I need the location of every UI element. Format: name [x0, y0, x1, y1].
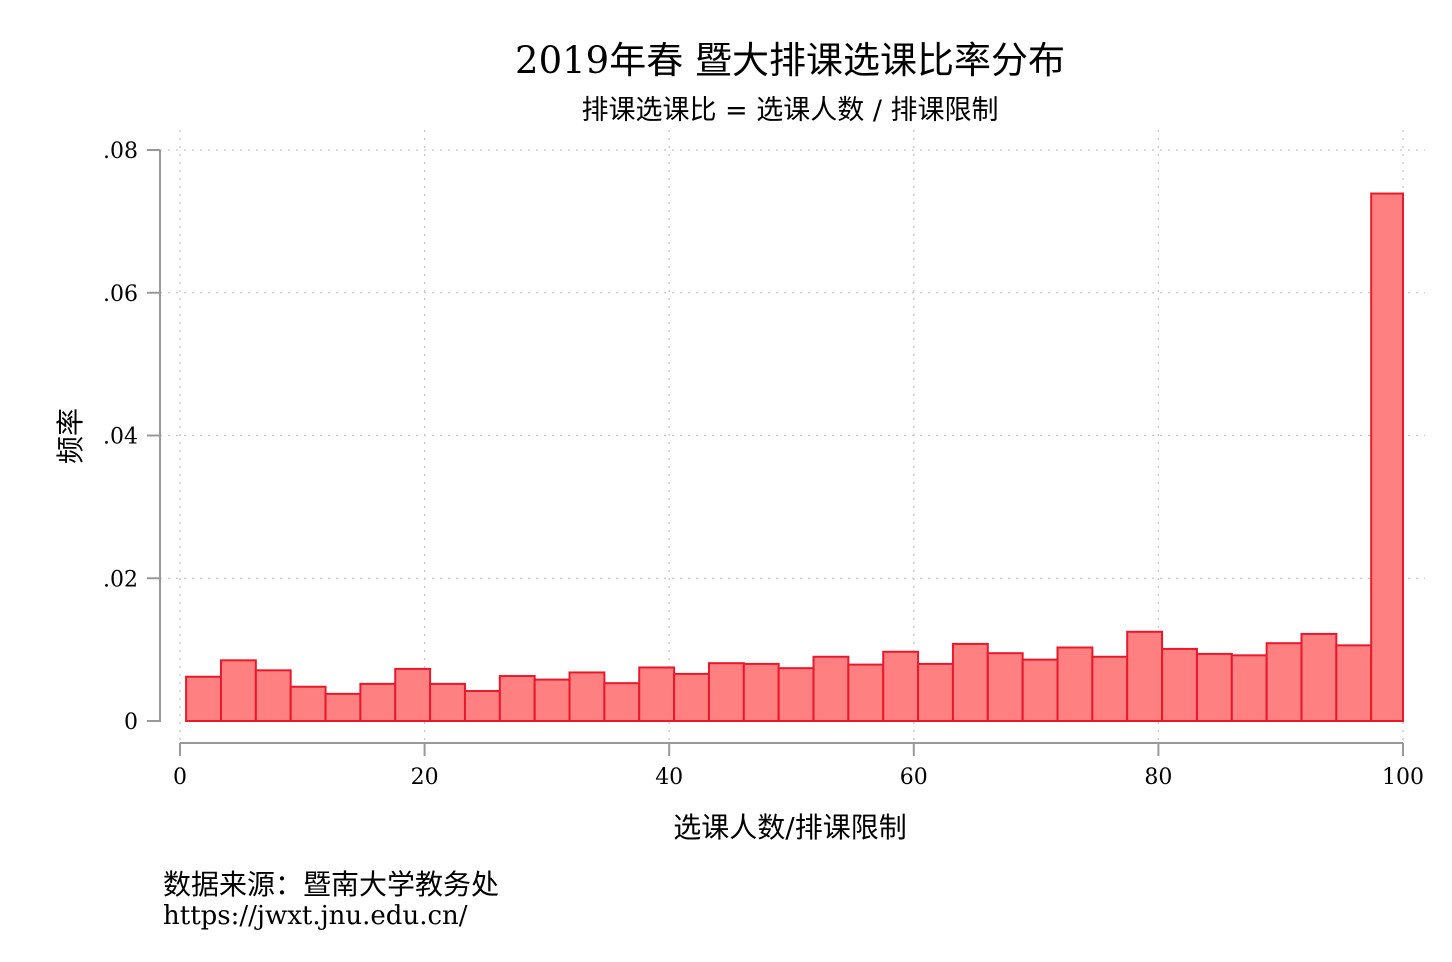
histogram-bar — [1021, 658, 1059, 722]
histogram-bar — [219, 659, 257, 722]
histogram-bar — [533, 678, 571, 722]
histogram-bar — [1300, 632, 1338, 722]
y-tick-label: .08 — [103, 139, 138, 164]
y-tick-label: .02 — [103, 567, 138, 592]
histogram-bar — [568, 671, 606, 723]
histogram-bar — [1195, 652, 1233, 722]
bars — [185, 192, 1405, 723]
y-tick-label: .04 — [103, 425, 138, 450]
x-tick-label: 60 — [900, 765, 928, 790]
histogram-bar — [847, 663, 885, 723]
grid-lines — [160, 130, 1425, 742]
histogram-bar — [1091, 655, 1129, 723]
histogram-bar — [1265, 642, 1303, 722]
y-tick-label: .06 — [103, 282, 138, 307]
histogram-bar — [463, 690, 501, 723]
histogram-bar — [1335, 644, 1373, 723]
histogram-bar — [951, 642, 989, 722]
histogram-bar — [986, 652, 1024, 722]
histogram-bar — [324, 692, 362, 723]
x-axis-label: 选课人数/排课限制 — [673, 811, 906, 844]
x-tick-label: 40 — [655, 765, 683, 790]
histogram-bar — [742, 662, 780, 723]
chart-subtitle: 排课选课比 = 选课人数 / 排课限制 — [581, 95, 998, 126]
histogram-bar — [812, 655, 850, 723]
histogram-bar — [429, 682, 466, 723]
y-tick-label: 0 — [124, 710, 138, 735]
source-label: 数据来源：暨南大学教务处 — [163, 868, 499, 901]
histogram-bar — [673, 672, 710, 723]
x-tick-label: 80 — [1144, 765, 1172, 790]
histogram-bar — [1056, 646, 1094, 723]
histogram-bar — [882, 650, 920, 722]
y-axis-label: 频率 — [54, 408, 87, 464]
histogram-bar — [777, 667, 815, 722]
histogram-bar — [359, 682, 397, 723]
histogram-bar — [1161, 647, 1198, 723]
histogram-bar — [917, 662, 954, 723]
histogram-bar — [498, 675, 536, 723]
histogram-bar — [603, 682, 641, 723]
histogram-bar — [638, 666, 676, 722]
histogram-bar — [289, 685, 327, 722]
histogram-bar — [1126, 630, 1164, 722]
histogram-bar — [394, 667, 432, 722]
histogram-bar — [707, 662, 745, 723]
histogram-bar — [254, 669, 292, 722]
histogram-bar — [185, 675, 222, 722]
tick-labels: 0 .02 .04 .06 .08 0 20 40 60 80 100 — [103, 139, 1424, 790]
chart-title: 2019年春 暨大排课选课比率分布 — [515, 39, 1065, 82]
histogram-bar — [1370, 192, 1405, 722]
x-tick-label: 100 — [1382, 765, 1424, 790]
source-url: https://jwxt.jnu.edu.cn/ — [163, 901, 468, 931]
x-tick-label: 20 — [411, 765, 439, 790]
x-tick-label: 0 — [173, 765, 187, 790]
histogram-bar — [1230, 654, 1268, 723]
